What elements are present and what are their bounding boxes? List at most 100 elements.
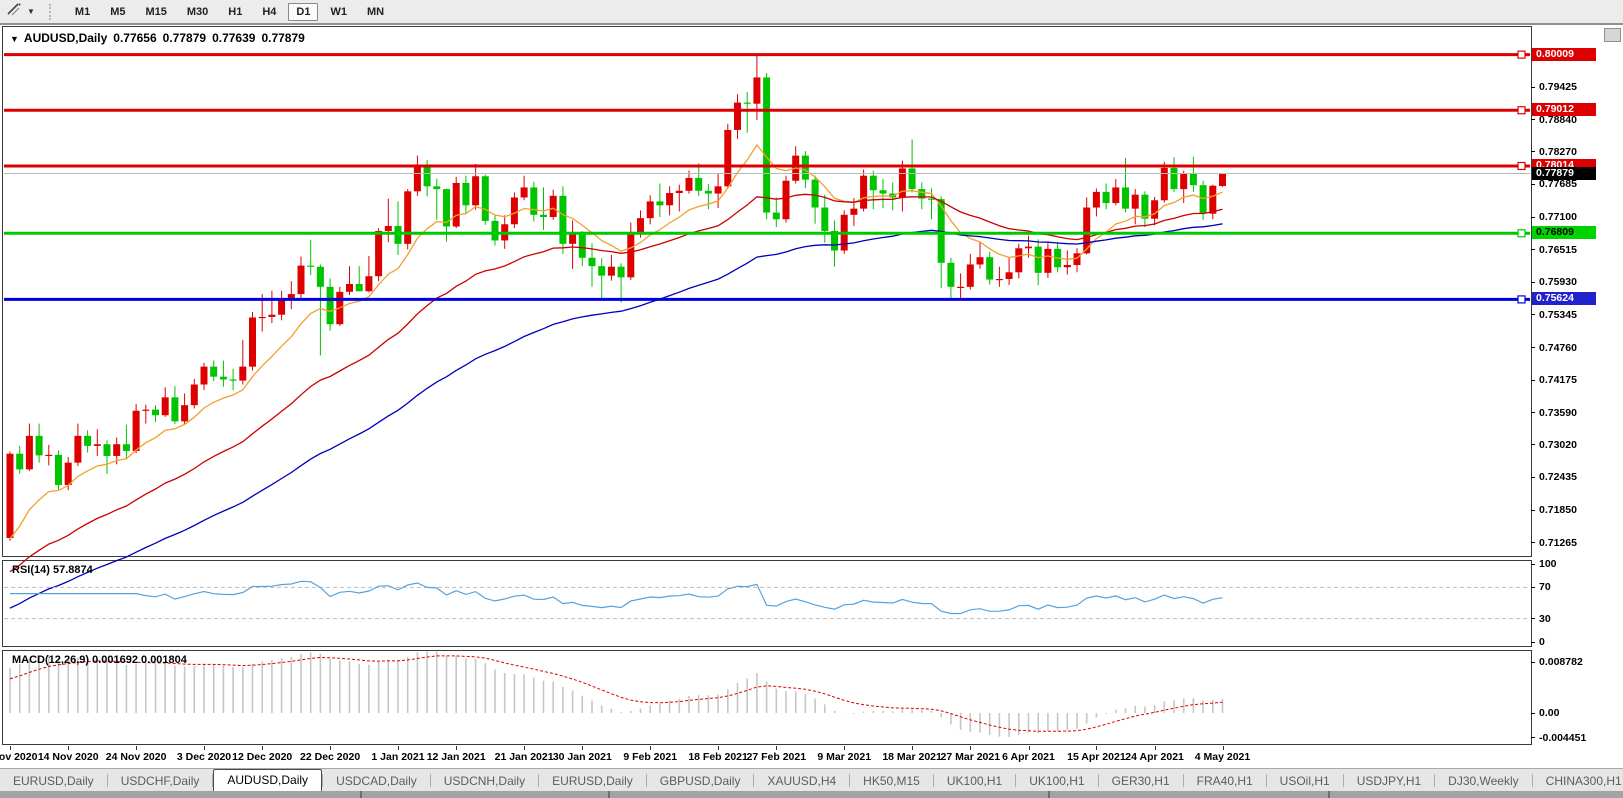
chart-tab-hk50-m15[interactable]: HK50,M15 [863, 774, 920, 788]
price-tick-dash [1531, 281, 1535, 283]
date-tick-dash [718, 746, 720, 750]
timeframe-button-h4[interactable]: H4 [262, 5, 277, 18]
price-tick-dash [1531, 379, 1535, 381]
tab-separator [1265, 774, 1267, 787]
price-tick-label: 0.76515 [1539, 243, 1577, 256]
price-tick-dash [1531, 216, 1535, 218]
date-tick-dash [68, 746, 70, 750]
timeframe-button-m5[interactable]: M5 [110, 5, 126, 18]
chevron-down-icon[interactable]: ▼ [27, 7, 35, 16]
rsi-tick-dash [1531, 563, 1535, 565]
timeframe-button-d1[interactable]: D1 [288, 2, 319, 21]
tab-separator [538, 774, 540, 787]
price-tick-label: 0.73020 [1539, 438, 1577, 451]
macd-tick-dash [1531, 737, 1535, 739]
price-tick-dash [1531, 249, 1535, 251]
date-tick-label: 15 Apr 2021 [1067, 751, 1126, 763]
chart-tab-usoil-h1[interactable]: USOil,H1 [1279, 774, 1330, 788]
date-tick-label: 5 Nov 2020 [0, 751, 38, 763]
chart-tab-dj30-weekly[interactable]: DJ30,Weekly [1448, 774, 1519, 788]
price-tick-label: 0.75345 [1539, 308, 1577, 321]
toolbar-grip[interactable] [48, 3, 55, 20]
ohlc-close: 0.77879 [261, 31, 305, 45]
strip-notch [360, 791, 362, 798]
date-tick-label: 12 Jan 2021 [426, 751, 486, 763]
tab-separator [1342, 774, 1344, 787]
chart-tab-ger30-h1[interactable]: GER30,H1 [1111, 774, 1170, 788]
timeframe-button-m30[interactable]: M30 [186, 5, 209, 18]
price-tick-dash [1531, 183, 1535, 185]
strip-notch [608, 791, 610, 798]
date-tick-dash [1222, 746, 1224, 750]
price-tick-dash [1531, 119, 1535, 121]
price-tick-label: 0.78840 [1539, 113, 1577, 126]
timeframe-button-m15[interactable]: M15 [145, 5, 167, 18]
rsi-tick-dash [1531, 618, 1535, 620]
price-tick-label: 0.71265 [1539, 536, 1577, 549]
ohlc-high: 0.77879 [162, 31, 207, 45]
tab-separator [645, 774, 647, 787]
tab-separator [932, 774, 934, 787]
current-price-badge: 0.77879 [1532, 166, 1596, 180]
rsi-tick-label: 100 [1539, 558, 1557, 570]
chart-tab-fra40-h1[interactable]: FRA40,H1 [1196, 774, 1253, 788]
rsi-indicator-label: RSI(14) 57.8874 [12, 564, 93, 576]
price-tick-label: 0.71850 [1539, 504, 1577, 517]
line-tool-button[interactable]: ▼ [0, 0, 39, 23]
axis-corner-button[interactable] [1604, 28, 1621, 42]
chart-tab-usdjpy-h1[interactable]: USDJPY,H1 [1356, 774, 1422, 788]
price-tick-label: 0.75930 [1539, 276, 1577, 289]
date-tick-dash [262, 746, 264, 750]
price-tick-dash [1531, 86, 1535, 88]
price-tick-dash [1531, 151, 1535, 153]
date-tick-label: 18 Feb 2021 [688, 751, 748, 763]
bottom-edge-strip [0, 791, 1623, 798]
date-tick-label: 27 Feb 2021 [746, 751, 807, 763]
chart-tab-eurusd-daily[interactable]: EURUSD,Daily [552, 774, 633, 788]
macd-indicator-label: MACD(12,26,9) 0.001692 0.001804 [12, 654, 187, 666]
price-tick-dash [1531, 347, 1535, 349]
rsi-tick-dash [1531, 641, 1535, 643]
price-tick-dash [1531, 509, 1535, 511]
rsi-panel[interactable] [2, 560, 1532, 647]
price-tick-dash [1531, 314, 1535, 316]
tab-separator [1015, 774, 1017, 787]
timeframe-button-h1[interactable]: H1 [228, 5, 243, 18]
timeframe-button-m1[interactable]: M1 [74, 5, 91, 18]
chart-tab-gbpusd-daily[interactable]: GBPUSD,Daily [659, 774, 741, 788]
macd-panel[interactable] [2, 650, 1532, 745]
date-tick-label: 4 May 2021 [1194, 751, 1251, 763]
ohlc-open: 0.77656 [113, 31, 157, 45]
date-tick-label: 3 Dec 2020 [176, 751, 232, 763]
price-tick-label: 0.73590 [1539, 406, 1577, 419]
chart-tab-eurusd-daily[interactable]: EURUSD,Daily [13, 774, 94, 788]
chart-tab-usdchf-daily[interactable]: USDCHF,Daily [120, 774, 200, 788]
chart-tab-xauusd-h4[interactable]: XAUUSD,H4 [767, 774, 837, 788]
date-tick-label: 9 Mar 2021 [817, 751, 872, 763]
price-tick-dash [1531, 476, 1535, 478]
chart-title: ▼ AUDUSD,Daily 0.77656 0.77879 0.77639 0.7787… [10, 31, 311, 45]
tab-separator [1434, 774, 1436, 787]
tab-separator [1182, 774, 1184, 787]
chart-tab-uk100-h1[interactable]: UK100,H1 [1029, 774, 1085, 788]
date-tick-dash [330, 746, 332, 750]
timeframe-button-w1[interactable]: W1 [330, 5, 347, 18]
date-tick-label: 27 Mar 2021 [940, 751, 1001, 763]
date-tick-label: 12 Dec 2020 [232, 751, 293, 763]
strip-notch [1328, 791, 1330, 798]
date-tick-dash [524, 746, 526, 750]
chart-tab-china300-h1[interactable]: CHINA300,H1 [1545, 774, 1622, 788]
timeframe-button-mn[interactable]: MN [366, 5, 385, 18]
tab-separator [753, 774, 755, 787]
tab-separator [106, 774, 108, 787]
rsi-tick-label: 70 [1539, 581, 1551, 594]
chart-tab-audusd-daily[interactable]: AUDUSD,Daily [213, 769, 323, 792]
rsi-tick-dash [1531, 586, 1535, 588]
date-tick-dash [10, 746, 11, 750]
date-tick-label: 21 Jan 2021 [494, 751, 554, 763]
price-tick-label: 0.77685 [1539, 178, 1577, 191]
main-chart-panel[interactable] [2, 26, 1532, 557]
chart-tab-usdcnh-daily[interactable]: USDCNH,Daily [443, 774, 526, 788]
chart-tab-usdcad-daily[interactable]: USDCAD,Daily [336, 774, 417, 788]
chart-tab-uk100-h1[interactable]: UK100,H1 [946, 774, 1003, 788]
